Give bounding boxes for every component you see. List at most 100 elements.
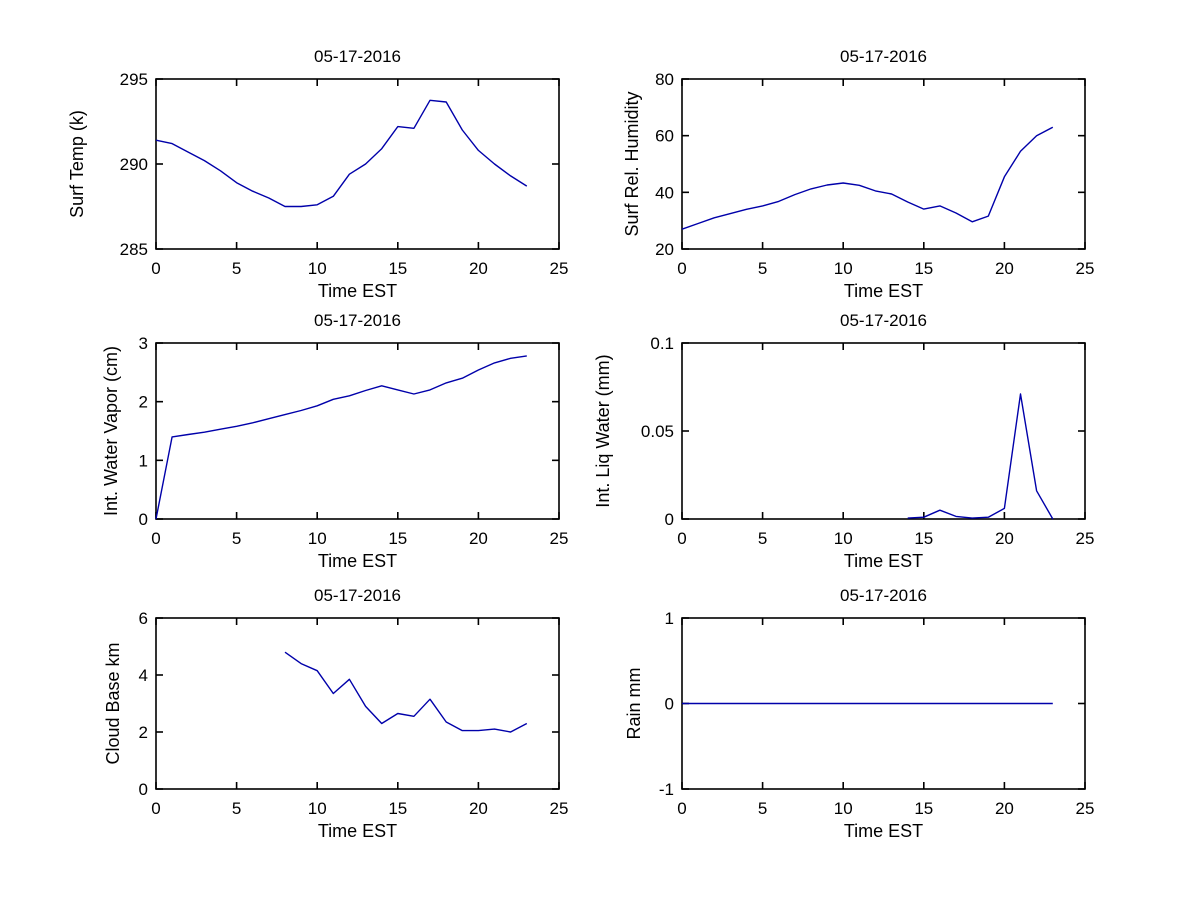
- x-tick-label: 5: [758, 799, 767, 818]
- y-tick-label: 6: [139, 609, 148, 628]
- y-tick-label: 0: [665, 695, 674, 714]
- y-ticks: 0 2 4 6: [139, 609, 559, 799]
- subplot-title: 05-17-2016: [840, 586, 927, 605]
- x-tick-label: 25: [550, 259, 569, 278]
- x-tick-label: 10: [834, 259, 853, 278]
- y-tick-label: 2: [139, 393, 148, 412]
- axes-box: [681, 78, 1086, 250]
- subplot-int-water-vapor: 0 5 10 15 20 25 0 1 2 3 05-17-2016 Time EST Int. Wat…: [101, 311, 568, 571]
- subplot-surf-rel-humidity: 0 5 10 15 20 25 20 40 60 80 05-17-2016 Time EST Surf…: [622, 47, 1094, 301]
- x-tick-label: 0: [151, 259, 160, 278]
- x-tick-label: 5: [232, 529, 241, 548]
- x-tick-label: 25: [1076, 529, 1095, 548]
- y-ticks: 0 1 2 3: [139, 334, 559, 529]
- x-ticks: 0 5 10 15 20 25: [677, 79, 1094, 278]
- x-tick-label: 15: [914, 259, 933, 278]
- x-tick-label: 25: [1076, 259, 1095, 278]
- subplot-title: 05-17-2016: [314, 47, 401, 66]
- y-tick-label: 2: [139, 723, 148, 742]
- y-tick-label: -1: [659, 780, 674, 799]
- y-ticks: 0 0.05 0.1: [641, 334, 1085, 529]
- y-axis-label: Int. Water Vapor (cm): [101, 346, 121, 516]
- x-axis-label: Time EST: [844, 551, 923, 571]
- subplot-surf-temp: 0 5 10 15 20 25 285 290 295 05-17-2016 Time EST Sur…: [67, 47, 568, 301]
- x-tick-label: 15: [388, 529, 407, 548]
- x-axis-label: Time EST: [844, 281, 923, 301]
- x-tick-label: 5: [232, 259, 241, 278]
- x-tick-label: 15: [388, 799, 407, 818]
- x-tick-label: 10: [308, 799, 327, 818]
- x-tick-label: 20: [995, 799, 1014, 818]
- y-tick-label: 1: [665, 609, 674, 628]
- x-ticks: 0 5 10 15 20 25: [151, 618, 568, 818]
- y-axis-label: Surf Rel. Humidity: [622, 91, 642, 236]
- x-axis-label: Time EST: [318, 821, 397, 841]
- x-tick-label: 10: [834, 799, 853, 818]
- x-tick-label: 20: [995, 529, 1014, 548]
- y-ticks: -1 0 1: [659, 609, 1085, 799]
- x-tick-label: 15: [914, 799, 933, 818]
- y-tick-label: 60: [655, 127, 674, 146]
- x-tick-label: 0: [677, 529, 686, 548]
- y-tick-label: 0: [139, 510, 148, 529]
- x-tick-label: 25: [550, 529, 569, 548]
- y-tick-label: 40: [655, 183, 674, 202]
- axes-box: [681, 342, 1086, 520]
- y-axis-label: Int. Liq Water (mm): [593, 354, 613, 507]
- x-tick-label: 15: [388, 259, 407, 278]
- y-tick-label: 0: [665, 510, 674, 529]
- x-tick-label: 5: [758, 529, 767, 548]
- x-tick-label: 15: [914, 529, 933, 548]
- x-axis-label: Time EST: [318, 551, 397, 571]
- data-line-int-liq-water: [907, 393, 1054, 520]
- data-line-int-water-vapor: [155, 355, 527, 520]
- x-tick-label: 0: [151, 799, 160, 818]
- subplot-int-liq-water: 0 5 10 15 20 25 0 0.05 0.1 05-17-2016 Time EST Int.…: [593, 311, 1094, 571]
- x-tick-label: 5: [758, 259, 767, 278]
- data-line-surf-temp: [155, 99, 528, 208]
- x-tick-label: 20: [469, 529, 488, 548]
- x-tick-label: 5: [232, 799, 241, 818]
- y-tick-label: 0.1: [650, 334, 674, 353]
- x-tick-label: 0: [677, 799, 686, 818]
- x-ticks: 0 5 10 15 20 25: [677, 343, 1094, 548]
- subplot-title: 05-17-2016: [314, 311, 401, 330]
- y-tick-label: 285: [120, 240, 148, 259]
- x-tick-label: 20: [995, 259, 1014, 278]
- x-tick-label: 0: [677, 259, 686, 278]
- y-tick-label: 80: [655, 70, 674, 89]
- y-tick-label: 4: [139, 666, 148, 685]
- axes-box: [155, 342, 560, 520]
- subplot-title: 05-17-2016: [840, 311, 927, 330]
- axes-box: [155, 617, 560, 790]
- x-tick-label: 20: [469, 259, 488, 278]
- y-tick-label: 1: [139, 451, 148, 470]
- x-ticks: 0 5 10 15 20 25: [677, 618, 1094, 818]
- x-tick-label: 10: [834, 529, 853, 548]
- y-axis-label: Rain mm: [624, 667, 644, 739]
- y-tick-label: 295: [120, 70, 148, 89]
- data-line-surf-rel-humidity: [681, 126, 1054, 230]
- subplot-cloud-base: 0 5 10 15 20 25 0 2 4 6 05-17-2016 Time EST Cloud Ba…: [103, 586, 568, 841]
- y-tick-label: 0.05: [641, 422, 674, 441]
- y-tick-label: 3: [139, 334, 148, 353]
- x-axis-label: Time EST: [844, 821, 923, 841]
- y-axis-label: Surf Temp (k): [67, 110, 87, 218]
- y-ticks: 20 40 60 80: [655, 70, 1085, 259]
- y-tick-label: 0: [139, 780, 148, 799]
- x-tick-label: 10: [308, 529, 327, 548]
- axes-box: [155, 78, 560, 250]
- y-tick-label: 290: [120, 155, 148, 174]
- y-axis-label: Cloud Base km: [103, 642, 123, 764]
- x-tick-label: 25: [1076, 799, 1095, 818]
- x-tick-label: 20: [469, 799, 488, 818]
- x-tick-label: 10: [308, 259, 327, 278]
- data-line-cloud-base: [284, 651, 528, 733]
- y-ticks: 285 290 295: [120, 70, 559, 259]
- x-axis-label: Time EST: [318, 281, 397, 301]
- x-tick-label: 0: [151, 529, 160, 548]
- y-tick-label: 20: [655, 240, 674, 259]
